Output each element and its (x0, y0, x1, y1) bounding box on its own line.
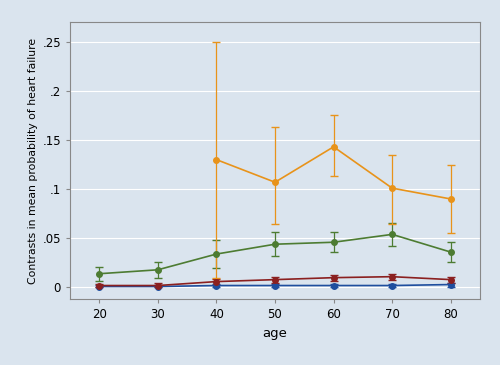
Y-axis label: Contrasts in mean probability of heart failure: Contrasts in mean probability of heart f… (28, 38, 38, 284)
X-axis label: age: age (262, 327, 287, 340)
